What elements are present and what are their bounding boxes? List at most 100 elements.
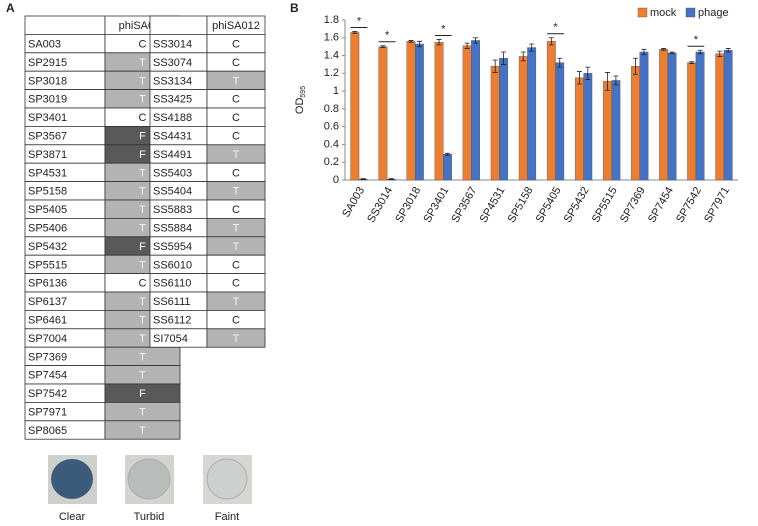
y-tick-label: 0.8 — [324, 103, 339, 115]
error-bar — [464, 42, 470, 49]
strain-name: SA003 — [28, 39, 61, 51]
strain-name: SS4491 — [153, 149, 192, 161]
lysis-code: C — [232, 167, 240, 179]
error-bar — [360, 178, 366, 180]
bar — [659, 49, 669, 181]
bar — [723, 50, 733, 181]
x-tick-label: SP5515 — [590, 185, 620, 225]
y-tick-label: 1.6 — [324, 32, 339, 44]
strain-name: SP5432 — [28, 241, 67, 253]
strain-name: SS5403 — [153, 167, 192, 179]
x-tick-label: SA003 — [340, 185, 367, 220]
x-tick-label: SP5405 — [534, 185, 564, 225]
panel-label: B — [290, 1, 299, 15]
error-bar — [669, 51, 675, 55]
error-bar — [436, 39, 442, 46]
strain-name: SP6137 — [28, 296, 67, 308]
bar — [406, 41, 416, 181]
bar — [667, 52, 677, 181]
y-tick-label: 0 — [333, 174, 339, 186]
significance-mark: * — [357, 15, 362, 27]
error-bar — [697, 49, 703, 55]
lysis-code: T — [139, 333, 146, 345]
x-tick-label: SP3567 — [449, 185, 479, 225]
bar — [715, 53, 725, 181]
bar — [414, 43, 424, 181]
error-bar — [408, 40, 414, 43]
lysis-code: C — [139, 112, 147, 124]
plaque-label: Clear — [59, 511, 86, 523]
strain-name: SP3019 — [28, 94, 67, 106]
y-tick-label: 1.2 — [324, 67, 339, 79]
bar — [499, 58, 509, 181]
panel-label: A — [6, 1, 15, 15]
strain-name: SP7542 — [28, 388, 67, 400]
strain-name: SS6110 — [153, 278, 191, 290]
strain-name: SP6461 — [28, 315, 67, 327]
strain-name: SS5404 — [153, 186, 192, 198]
bar — [527, 47, 537, 181]
error-bar — [557, 57, 563, 68]
lysis-code: F — [139, 149, 146, 161]
lysis-code: T — [233, 223, 240, 235]
plaque-clear — [51, 459, 93, 499]
y-tick-label: 1.8 — [324, 14, 339, 26]
bar — [350, 32, 360, 181]
plaque-turbid — [127, 458, 171, 500]
significance-mark: * — [694, 34, 699, 46]
x-tick-label: SP7542 — [674, 185, 704, 225]
error-bar — [725, 48, 731, 53]
significance-mark: * — [553, 22, 558, 34]
lysis-code: T — [139, 57, 146, 69]
lysis-code: C — [232, 131, 240, 143]
lysis-code: C — [232, 112, 240, 124]
lysis-code: T — [233, 296, 240, 308]
lysis-code: T — [233, 149, 240, 161]
strain-name: SP8065 — [28, 425, 67, 437]
error-bar — [416, 40, 422, 48]
error-bar — [444, 152, 450, 156]
bar — [555, 62, 565, 181]
bar — [471, 40, 480, 181]
lysis-code: T — [233, 333, 240, 345]
error-bar — [501, 51, 507, 65]
bar — [518, 56, 528, 181]
strain-name: SS3074 — [153, 57, 192, 69]
x-tick-label: SP7454 — [646, 185, 676, 225]
error-bar — [352, 31, 358, 34]
bar — [378, 46, 388, 181]
error-bar — [548, 37, 554, 46]
table-cell — [104, 420, 181, 440]
lysis-code: T — [139, 259, 146, 271]
bar — [603, 81, 612, 181]
strain-name: SP5405 — [28, 204, 67, 216]
error-bar — [380, 45, 386, 48]
lysis-code: T — [139, 204, 146, 216]
strain-name: SP7004 — [28, 333, 67, 345]
strain-name: SP2915 — [28, 57, 67, 69]
error-bar — [689, 61, 695, 64]
strain-name: SS6111 — [153, 296, 191, 308]
strain-name: SP6136 — [28, 278, 67, 290]
strain-name: SP3401 — [28, 112, 67, 124]
lysis-code: C — [232, 39, 240, 51]
lysis-code: T — [139, 167, 146, 179]
strain-name: SP7454 — [28, 370, 67, 382]
y-axis-label-sub: 595 — [300, 86, 307, 98]
y-tick-label: 0.2 — [324, 156, 339, 168]
bar — [631, 66, 640, 181]
bar — [462, 45, 472, 181]
strain-name: SP5515 — [28, 259, 67, 271]
lysis-code: T — [139, 351, 146, 363]
lysis-code: T — [139, 315, 146, 327]
error-bar — [473, 37, 479, 44]
strain-name: SS3425 — [153, 94, 192, 106]
lysis-code: T — [139, 186, 146, 198]
legend-swatch — [637, 7, 648, 18]
table-header-cell — [149, 15, 208, 35]
strain-name: SP3567 — [28, 131, 67, 143]
strain-name: SS3014 — [153, 39, 192, 51]
bar — [434, 42, 444, 181]
bar — [687, 62, 697, 181]
